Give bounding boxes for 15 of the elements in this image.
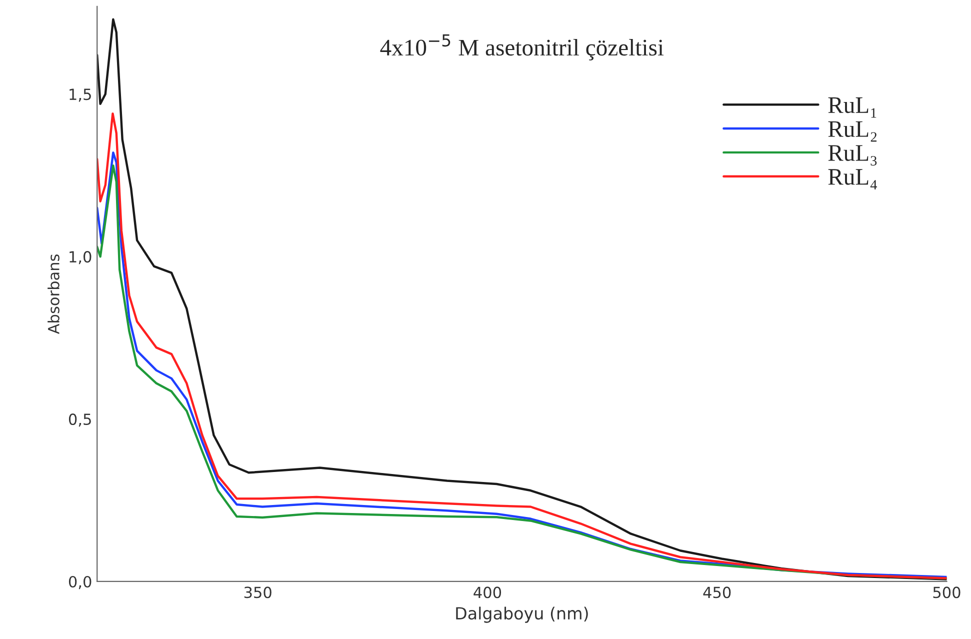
y-tick-label: 0,0 [68,576,92,590]
legend-label: RuL₄ [828,169,877,190]
legend-label: RuL₂ [828,121,877,142]
x-tick-label: 500 [933,586,960,598]
legend-label: RuL₃ [828,145,877,166]
x-tick-label: 450 [703,586,731,598]
legend-label: RuL₁ [828,97,876,118]
x-axis-title: Dalgaboyu (nm) [456,606,588,623]
x-tick-label: 400 [474,586,502,598]
y-axis-title: Absorbans [48,254,60,334]
x-tick-label: 350 [244,586,272,598]
y-tick-label: 0,5 [68,414,91,427]
text: 4x10$^{−5}$ M asetonitril çözeltisi [380,34,664,60]
y-tick-label: 1,0 [70,251,92,264]
y-tick-label: 1,5 [70,88,91,102]
